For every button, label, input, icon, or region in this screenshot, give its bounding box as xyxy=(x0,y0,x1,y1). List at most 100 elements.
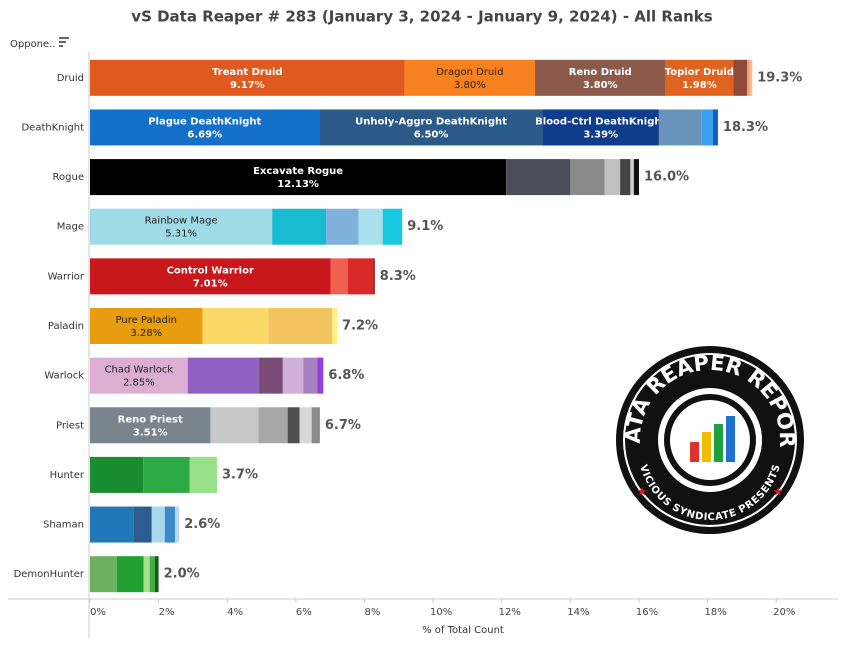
segment-value-label: 5.31% xyxy=(165,229,197,240)
segment-label: Blood-Ctrl DeathKnight xyxy=(535,116,666,127)
y-tick-label: Mage xyxy=(57,222,84,233)
total-label: 18.3% xyxy=(723,120,768,135)
total-label: 3.7% xyxy=(222,467,258,482)
segment-value-label: 2.85% xyxy=(123,378,155,389)
bar-segment xyxy=(90,556,117,593)
bar-segment xyxy=(332,308,338,344)
bar-segment xyxy=(604,159,621,196)
segment-value-label: 3.39% xyxy=(583,129,618,140)
x-tick-label: 8% xyxy=(365,607,381,618)
bar-segment xyxy=(272,208,327,245)
bar-segment xyxy=(189,456,217,493)
bar-segment xyxy=(347,258,374,295)
x-tick-label: 12% xyxy=(499,607,521,618)
x-tick-label: 20% xyxy=(773,607,795,618)
bar-segment xyxy=(268,308,333,344)
bar-segment xyxy=(90,208,273,245)
x-tick-label: 14% xyxy=(567,607,589,618)
y-tick-label: Priest xyxy=(56,420,84,431)
segment-label: Pure Paladin xyxy=(116,315,178,326)
x-tick-label: 6% xyxy=(296,607,312,618)
y-tick-label: Druid xyxy=(57,73,84,84)
bar-segment xyxy=(303,357,318,394)
segment-label: Excavate Rogue xyxy=(253,166,343,177)
bar-segment xyxy=(143,456,190,493)
segment-value-label: 12.13% xyxy=(277,179,319,190)
bar-segment xyxy=(665,59,734,96)
bar-segment xyxy=(175,506,180,543)
x-tick-label: 16% xyxy=(636,607,658,618)
segment-value-label: 3.51% xyxy=(133,427,168,438)
bar-segment xyxy=(90,258,331,295)
bar-segment xyxy=(149,556,155,593)
x-tick-label: 4% xyxy=(227,607,243,618)
bar-segment xyxy=(358,208,383,245)
bar-segment xyxy=(570,159,605,196)
y-tick-label: Warrior xyxy=(48,271,85,282)
bar-segment xyxy=(620,159,631,196)
y-tick-label: DemonHunter xyxy=(14,569,85,580)
y-tick-label: Rogue xyxy=(53,172,84,183)
bar-segment xyxy=(258,407,288,444)
bar-segment xyxy=(701,109,713,146)
sort-icon[interactable] xyxy=(59,37,69,47)
total-label: 6.8% xyxy=(328,368,364,383)
logo: DATA REAPER REPORT VICIOUS SYNDICATE PRE… xyxy=(616,346,804,534)
bar-segment xyxy=(330,258,348,295)
bar-segment xyxy=(90,109,320,146)
segment-value-label: 9.17% xyxy=(230,80,265,91)
segment-label: Chad Warlock xyxy=(105,365,174,376)
segment-value-label: 3.28% xyxy=(130,328,162,339)
segment-value-label: 6.50% xyxy=(414,129,449,140)
total-label: 2.0% xyxy=(164,567,200,582)
bar-segment xyxy=(90,407,211,444)
chart-title: vS Data Reaper # 283 (January 3, 2024 - … xyxy=(131,8,712,26)
bar-segment xyxy=(287,407,300,444)
bar-segment xyxy=(658,109,702,146)
bar-segment xyxy=(258,357,283,394)
bar-segment xyxy=(151,506,165,543)
total-label: 8.3% xyxy=(380,269,416,284)
bar-segment xyxy=(542,109,659,146)
bar-segment xyxy=(90,59,405,96)
bar-segment xyxy=(712,109,718,146)
segment-label: Rainbow Mage xyxy=(145,216,218,227)
bar-segment xyxy=(90,357,188,394)
x-tick-label: 2% xyxy=(159,607,175,618)
y-tick-label: Paladin xyxy=(48,321,84,332)
total-label: 16.0% xyxy=(644,170,689,185)
bar-segment xyxy=(749,59,753,96)
bar-segment xyxy=(202,308,269,344)
x-tick-label: 18% xyxy=(704,607,726,618)
bar-segment xyxy=(90,308,203,344)
bar-segment xyxy=(373,258,375,295)
bar-segment xyxy=(210,407,259,444)
bar-segment xyxy=(326,208,359,245)
bar-segment xyxy=(382,208,403,245)
segment-value-label: 6.69% xyxy=(187,129,222,140)
x-tick-label: 10% xyxy=(430,607,452,618)
segment-label: Reno Druid xyxy=(569,67,632,78)
bar-segment xyxy=(733,59,748,96)
total-label: 9.1% xyxy=(407,219,443,234)
segment-label: Topior Druid xyxy=(665,67,734,78)
bar-segment xyxy=(187,357,259,394)
segment-label: Treant Druid xyxy=(212,67,283,78)
bar-segment xyxy=(90,506,134,543)
x-tick-label: 0% xyxy=(90,607,106,618)
bar-segment xyxy=(747,59,750,96)
logo-star: ★ xyxy=(773,485,784,499)
segment-label: Unholy-Aggro DeathKnight xyxy=(355,116,507,127)
bar-segment xyxy=(311,407,320,444)
segment-value-label: 3.80% xyxy=(583,80,618,91)
y-tick-label: DeathKnight xyxy=(21,122,84,133)
bar-segment xyxy=(630,159,634,196)
bar-segment xyxy=(404,59,536,96)
x-axis-title: % of Total Count xyxy=(422,625,504,636)
row-header: Oppone.. xyxy=(10,39,56,50)
logo-star: ★ xyxy=(637,485,648,499)
bar-segment xyxy=(319,109,543,146)
y-tick-label: Hunter xyxy=(50,470,85,481)
